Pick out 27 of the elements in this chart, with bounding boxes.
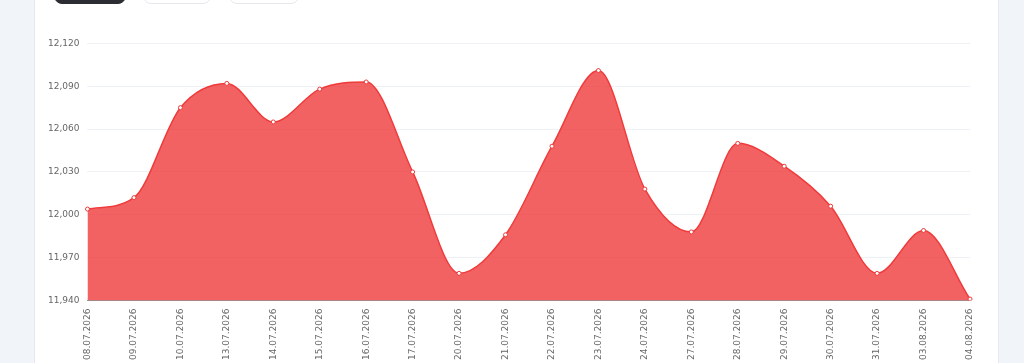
x-tick-label: 28.07.2026 [732, 308, 743, 360]
x-tick-label: 09.07.2026 [128, 308, 139, 360]
y-tick-label: 12,090 [47, 80, 80, 91]
x-tick-label: 22.07.2026 [546, 308, 557, 360]
x-tick-label: 04.08.2026 [964, 308, 975, 360]
x-tick-label: 31.07.2026 [871, 308, 882, 360]
y-tick-label: 11,970 [47, 251, 80, 262]
x-tick-label: 14.07.2026 [267, 308, 278, 360]
x-tick-label: 21.07.2026 [499, 308, 510, 360]
x-tick-label: 03.08.2026 [917, 308, 928, 360]
x-tick-label: 15.07.2026 [314, 308, 325, 360]
x-tick-label: 17.07.2026 [406, 308, 417, 360]
x-tick-label: 13.07.2026 [221, 308, 232, 360]
x-tick-label: 27.07.2026 [685, 308, 696, 360]
x-tick-label: 10.07.2026 [174, 308, 185, 360]
x-tick-label: 16.07.2026 [360, 308, 371, 360]
x-tick-label: 30.07.2026 [825, 308, 835, 360]
y-tick-label: 12,060 [47, 123, 80, 134]
x-tick-label: 20.07.2026 [453, 308, 464, 360]
y-tick-label: 12,030 [47, 166, 80, 177]
x-tick-label: 23.07.2026 [592, 308, 603, 360]
y-tick-label: 12,000 [47, 209, 80, 220]
x-tick-label: 29.07.2026 [778, 308, 789, 360]
x-tick-label: 08.07.2026 [81, 308, 92, 360]
y-tick-label: 11,940 [47, 294, 80, 305]
x-tick-label: 24.07.2026 [639, 308, 650, 360]
y-tick-label: 12,120 [47, 37, 80, 48]
